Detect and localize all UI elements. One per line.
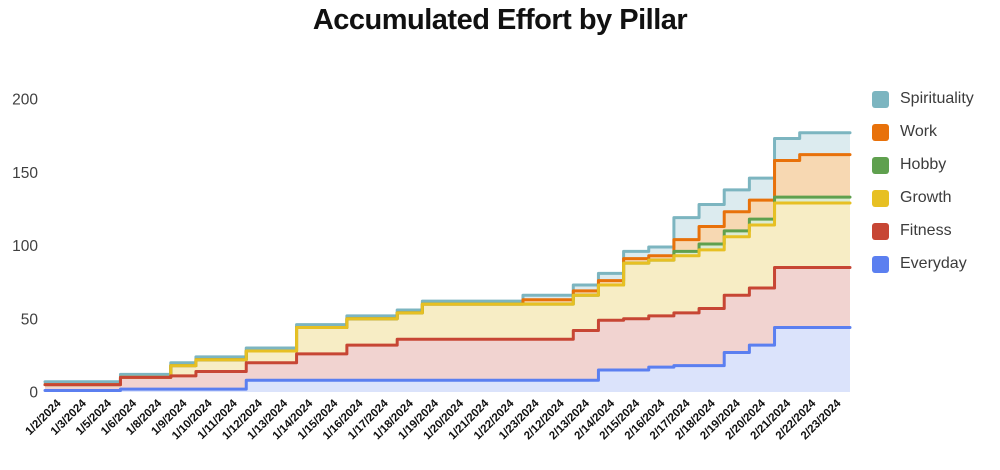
legend-item-everyday: Everyday (872, 255, 974, 273)
area-band-everyday (45, 327, 850, 392)
legend-label: Growth (900, 189, 952, 206)
legend-item-fitness: Fitness (872, 222, 974, 240)
legend-swatch-icon (872, 222, 889, 240)
y-axis-tick-label: 0 (29, 385, 38, 402)
series-line-everyday (43, 326, 852, 393)
legend-item-work: Work (872, 123, 974, 141)
series-line-fitness (43, 265, 852, 387)
legend-swatch-icon (872, 255, 889, 273)
series-line-growth (43, 201, 852, 387)
legend-label: Everyday (900, 255, 967, 272)
area-band-fitness (45, 267, 850, 391)
legend-swatch-icon (872, 156, 889, 174)
y-axis-tick-label: 100 (12, 238, 38, 255)
area-band-growth (45, 203, 850, 385)
legend-label: Work (900, 123, 938, 140)
legend-label: Spirituality (900, 90, 974, 107)
legend-label: Fitness (900, 222, 952, 239)
legend-swatch-icon (872, 123, 889, 141)
y-axis-tick-label: 50 (21, 311, 39, 328)
legend-item-growth: Growth (872, 189, 974, 207)
page-title: Accumulated Effort by Pillar (312, 4, 688, 36)
chart-legend: Spirituality Work Hobby Growth Fitness Everyd… (872, 90, 974, 288)
legend-swatch-icon (872, 90, 889, 108)
legend-item-hobby: Hobby (872, 156, 974, 174)
y-axis-tick-label: 150 (12, 165, 38, 182)
legend-swatch-icon (872, 189, 889, 207)
legend-label: Hobby (900, 156, 947, 173)
y-axis-tick-label: 200 (12, 92, 38, 109)
legend-item-spirituality: Spirituality (872, 90, 974, 108)
